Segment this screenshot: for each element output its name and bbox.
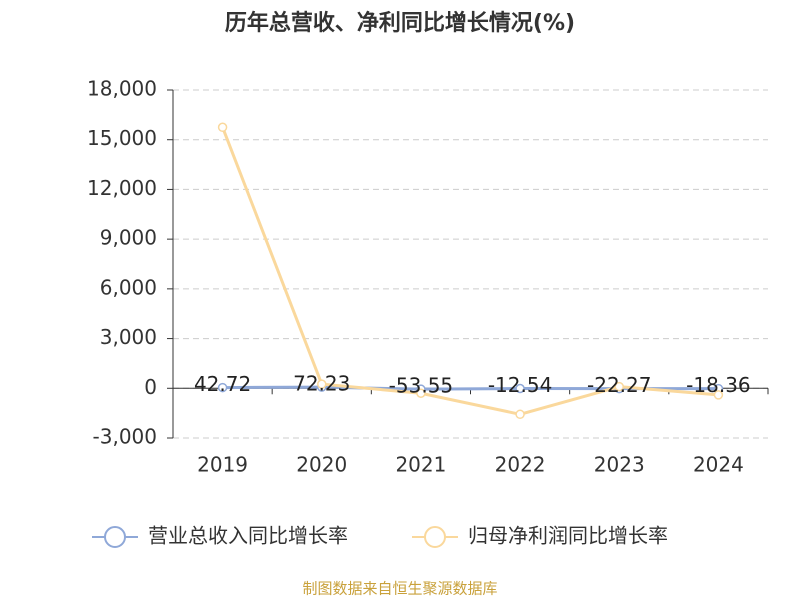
x-tick-label: 2022 [495,453,546,477]
data-label: -12.54 [488,373,552,397]
legend-label: 营业总收入同比增长率 [148,524,348,548]
y-tick-label: 15,000 [87,126,157,150]
data-point [416,388,426,399]
legend-marker [104,526,126,548]
x-tick-label: 2023 [594,453,645,477]
data-point [217,122,228,133]
y-tick-label: -3,000 [93,425,157,449]
data-point [614,381,624,392]
x-tick-label: 2024 [693,453,744,477]
y-tick-label: 6,000 [100,275,157,299]
legend-marker [424,526,446,548]
data-label: -22.27 [587,373,651,397]
chart-title: 历年总营收、净利同比增长情况(%) [225,10,575,36]
data-point [217,382,228,393]
data-label: -18.36 [686,373,750,397]
y-tick-label: 12,000 [87,176,157,200]
data-label: 42.72 [194,372,251,396]
y-tick-label: 3,000 [100,325,157,349]
y-tick-label: 18,000 [87,77,157,101]
x-tick-label: 2021 [395,453,446,477]
y-tick-label: 0 [144,375,157,399]
data-point [515,383,525,394]
data-point [713,390,724,400]
data-point [515,409,525,420]
data-label: -53.55 [389,374,453,398]
legend-label: 归母净利润同比增长率 [468,524,668,548]
source-note: 制图数据来自恒生聚源数据库 [302,580,497,598]
data-point [317,379,327,389]
series-line [221,126,719,416]
data-label: 72.23 [293,372,350,396]
x-tick-label: 2019 [197,453,248,477]
y-tick-label: 9,000 [100,226,157,250]
x-tick-label: 2020 [296,453,347,477]
